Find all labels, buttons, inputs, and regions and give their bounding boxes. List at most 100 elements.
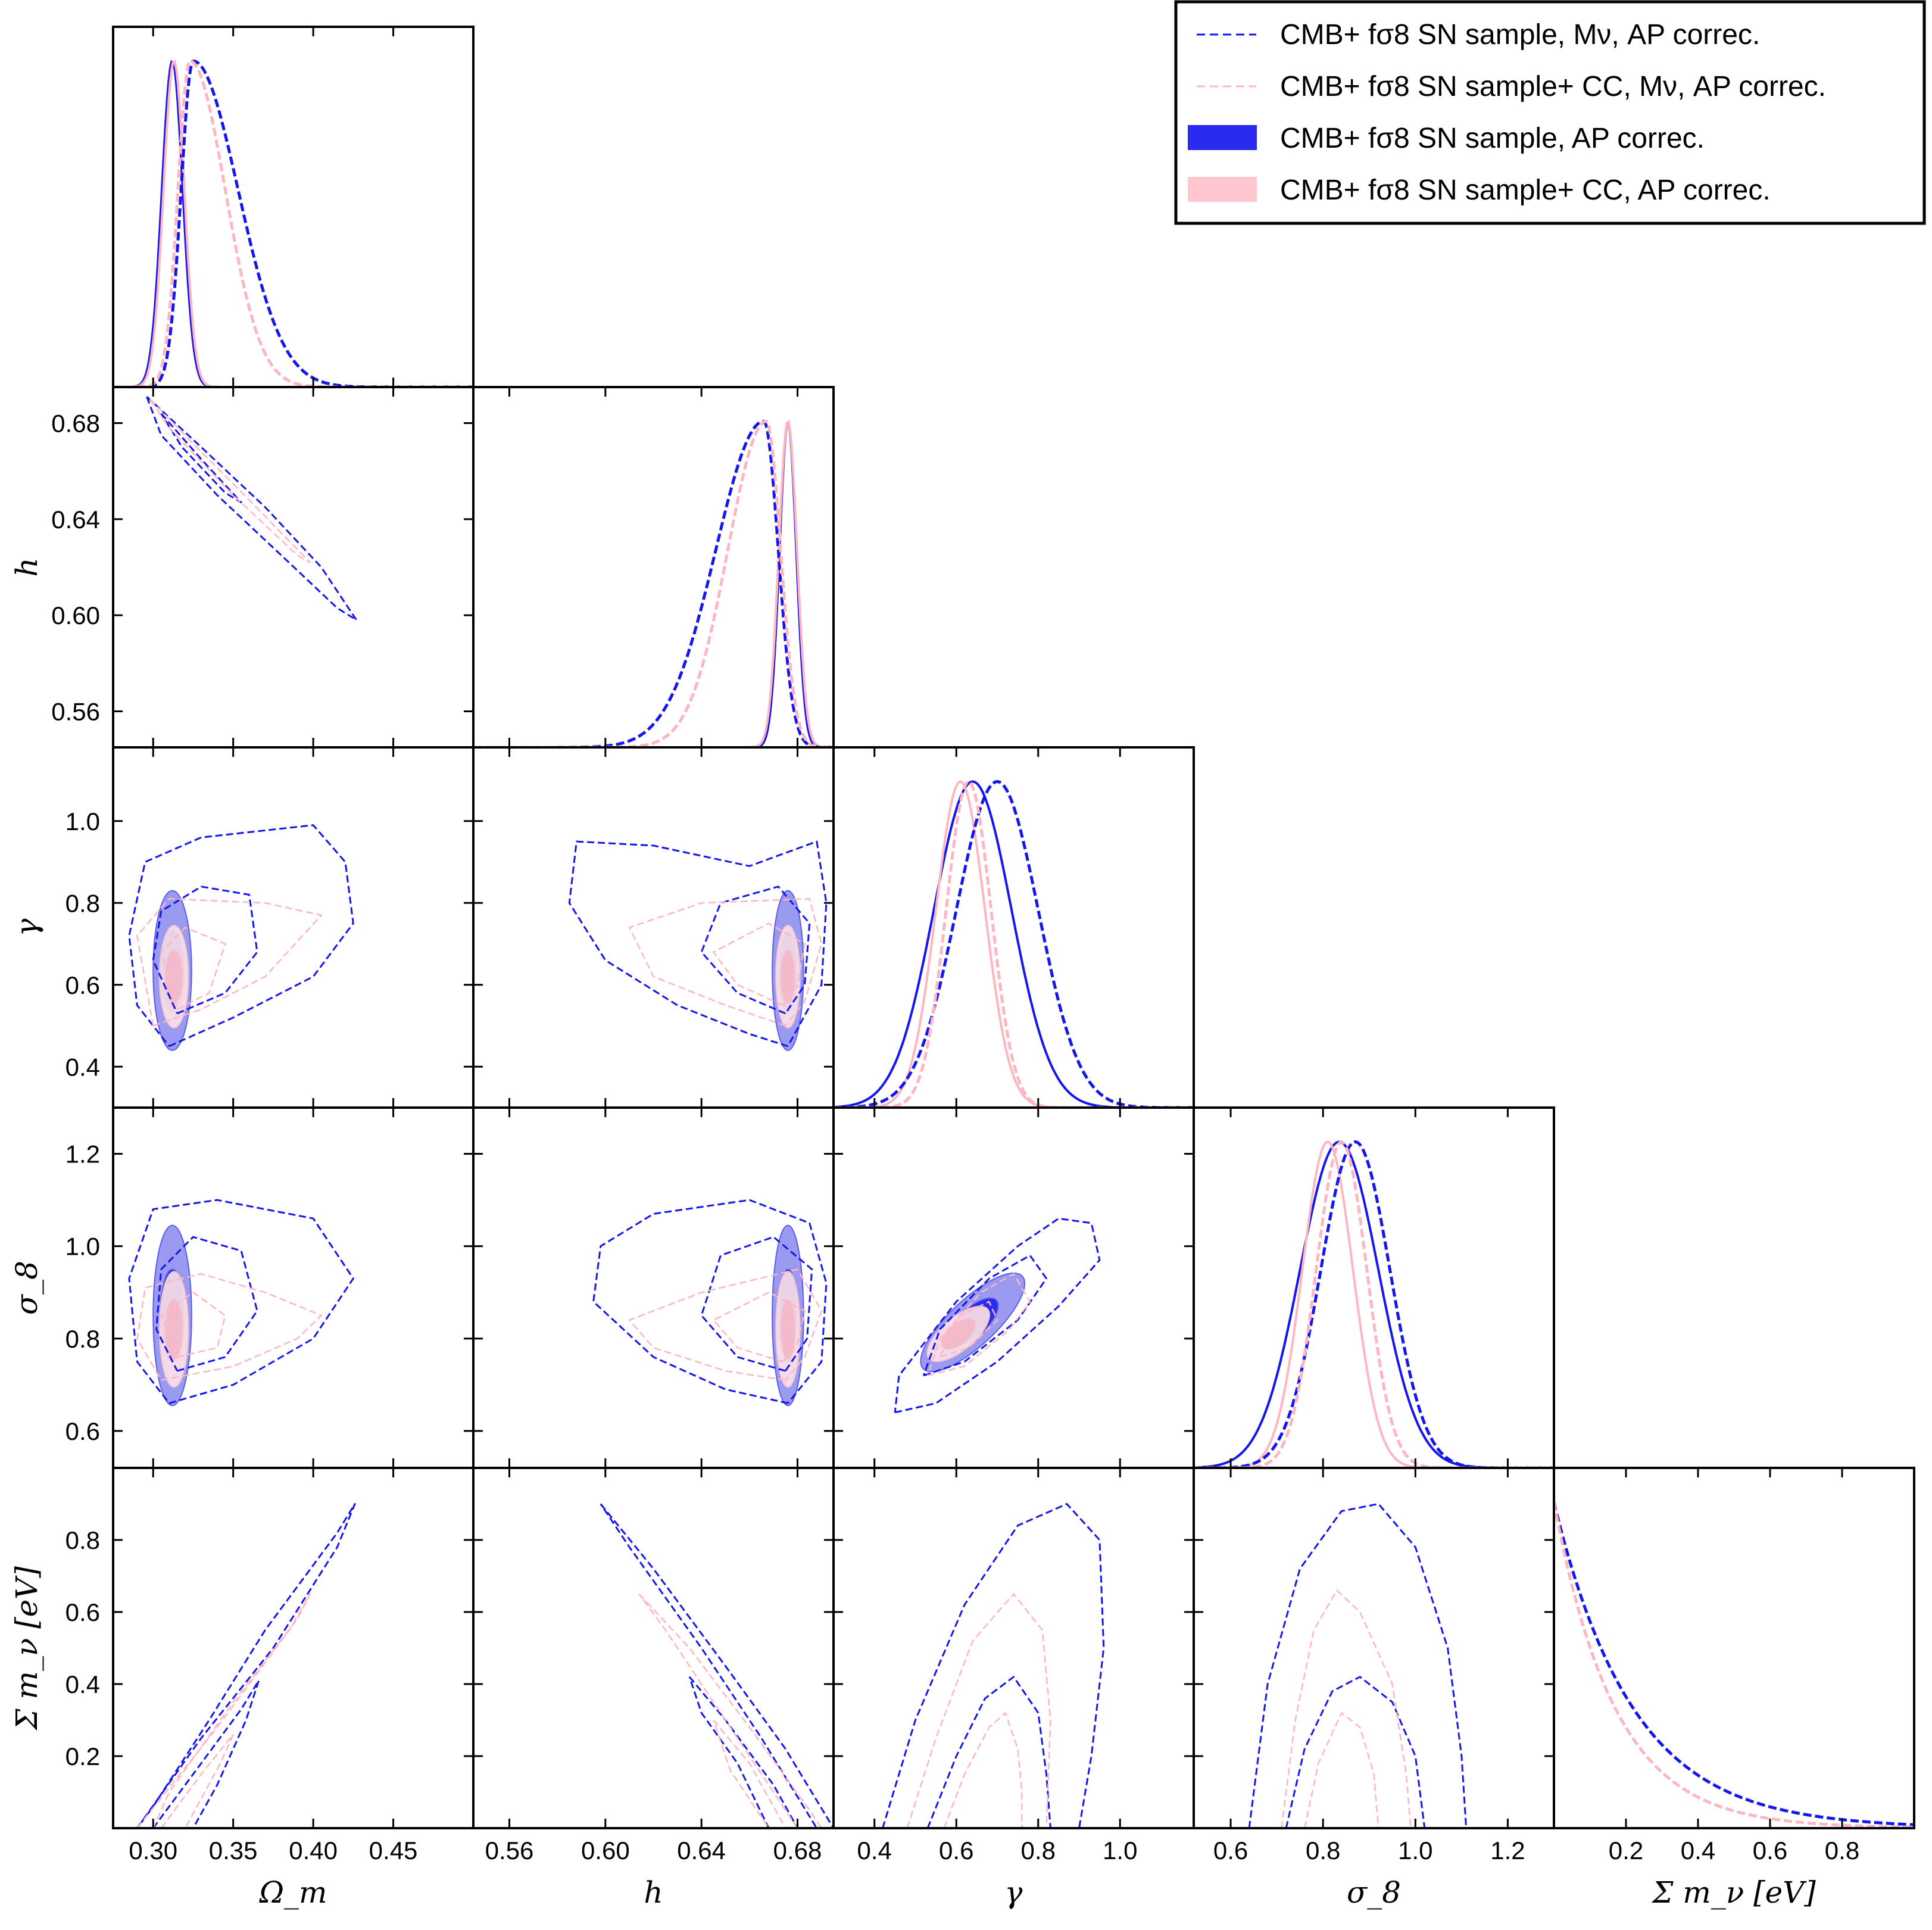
dashed-contour-18: [713, 1292, 806, 1362]
x-tick-label-Om: 0.35: [209, 1837, 258, 1864]
dashed-contour-22: [939, 1301, 998, 1358]
panel-gamma-s8: [894, 1217, 1101, 1414]
marginal-mnu-series-2: [1554, 1501, 1914, 1826]
y-tick-label-h: 0.68: [51, 410, 100, 438]
dashed-contour-14: [160, 1292, 226, 1358]
x-tick-label-h: 0.64: [677, 1837, 726, 1864]
panel-frame: [112, 1467, 475, 1829]
marginal-Om-series-1: [113, 60, 473, 387]
panel-frame: [1553, 1467, 1915, 1829]
panel-diag-s8: [1194, 1140, 1554, 1468]
y-tick-label-s8: 0.6: [65, 1417, 100, 1445]
dashed-contour-17: [628, 1268, 823, 1381]
x-axis-label-Om: Ω_m: [259, 1875, 327, 1910]
panel-diag-Om: [113, 59, 473, 387]
dashed-contour-26: [160, 1733, 234, 1828]
panel-h-gamma: [568, 840, 828, 1051]
panel-diag-h: [473, 419, 834, 747]
y-tick-label-mnu: 0.6: [65, 1598, 100, 1626]
dashed-contour-20: [922, 1254, 1047, 1377]
dashed-contour-32: [926, 1676, 1051, 1828]
y-tick-label-gamma: 1.0: [65, 807, 100, 835]
x-tick-label-h: 0.60: [581, 1837, 630, 1864]
y-axis-label-h: h: [10, 557, 44, 576]
dashed-contour-36: [1285, 1676, 1426, 1828]
x-tick-label-mnu: 0.4: [1681, 1837, 1715, 1864]
panel-Om-gamma: [128, 824, 354, 1051]
x-axis-label-gamma: γ: [1005, 1875, 1023, 1910]
marginal-Om-series-2: [113, 60, 473, 387]
dashed-contour-2: [149, 398, 311, 563]
y-tick-label-h: 0.56: [51, 698, 100, 726]
dashed-contour-9: [628, 898, 823, 1027]
marginal-gamma-series-3: [834, 780, 1194, 1108]
x-tick-label-s8: 0.6: [1213, 1837, 1248, 1864]
x-tick-label-h: 0.56: [485, 1837, 534, 1864]
dashed-contour-30: [713, 1719, 786, 1828]
dashed-contour-15: [592, 1199, 828, 1404]
dashed-contour-23: [136, 1503, 356, 1828]
y-tick-label-gamma: 0.6: [65, 971, 100, 999]
legend-label-4: CMB+ fσ8 SN sample+ CC, AP correc.: [1280, 174, 1771, 206]
panel-Om-h: [146, 395, 358, 621]
y-tick-label-gamma: 0.4: [65, 1053, 100, 1081]
panel-Om-s8: [128, 1199, 354, 1407]
dashed-contour-10: [713, 922, 806, 1006]
marginal-h-series-1: [473, 420, 834, 747]
x-axis-label-s8: σ_8: [1347, 1875, 1401, 1910]
x-tick-label-mnu: 0.2: [1609, 1837, 1643, 1864]
dashed-contour-33: [906, 1593, 1051, 1828]
y-tick-label-s8: 1.0: [65, 1233, 100, 1261]
dashed-contour-0: [146, 395, 358, 621]
legend-box: [1174, 0, 1926, 225]
dashed-contour-5: [136, 898, 322, 1027]
x-tick-label-mnu: 0.6: [1753, 1837, 1787, 1864]
dashed-contour-31: [882, 1503, 1105, 1828]
x-tick-label-gamma: 0.4: [857, 1837, 892, 1864]
dashed-contour-28: [688, 1676, 798, 1828]
contour-68-series-1: [164, 949, 183, 1004]
dashed-contour-38: [1303, 1712, 1379, 1828]
dashed-contour-27: [600, 1503, 834, 1828]
dashed-contour-12: [155, 1236, 258, 1372]
legend-label-1: CMB+ fσ8 SN sample, Mν, AP correc.: [1280, 19, 1760, 51]
dashed-contour-3: [128, 824, 354, 1047]
x-tick-label-gamma: 0.8: [1021, 1837, 1056, 1864]
dashed-contour-37: [1281, 1589, 1412, 1828]
contour-68-series-1: [780, 1298, 796, 1360]
contour-68-series-1: [164, 1298, 183, 1360]
y-axis-label-s8: σ_8: [10, 1261, 44, 1315]
dashed-contour-13: [136, 1273, 322, 1381]
dashed-contour-1: [160, 413, 242, 504]
y-axis-label-mnu: Σ m_ν [eV]: [10, 1566, 44, 1731]
dashed-contour-25: [136, 1593, 311, 1828]
x-tick-label-mnu: 0.8: [1825, 1837, 1859, 1864]
x-tick-label-Om: 0.40: [289, 1837, 338, 1864]
panel-diag-mnu: [1554, 1501, 1914, 1828]
x-tick-label-s8: 1.0: [1398, 1837, 1432, 1864]
panel-frame: [832, 746, 1195, 1109]
dashed-contour-24: [152, 1679, 260, 1828]
panel-frame: [112, 26, 475, 388]
marginal-h-series-0: [473, 420, 834, 747]
panel-frame: [832, 1467, 1195, 1829]
panel-frame: [1193, 1106, 1555, 1469]
dashed-contour-11: [128, 1199, 354, 1404]
x-axis-label-mnu: Σ m_ν [eV]: [1651, 1875, 1816, 1910]
y-tick-label-mnu: 0.2: [65, 1742, 100, 1770]
x-axis-label-h: h: [644, 1875, 663, 1910]
x-tick-label-Om: 0.30: [129, 1837, 177, 1864]
x-tick-label-s8: 1.2: [1490, 1837, 1525, 1864]
y-tick-label-mnu: 0.4: [65, 1670, 100, 1698]
marginal-Om-series-3: [113, 59, 473, 387]
contour-68-series-1: [940, 1318, 976, 1350]
dashed-contour-21: [926, 1273, 1031, 1377]
marginal-gamma-series-1: [834, 780, 1194, 1108]
dashed-contour-4: [152, 886, 258, 1015]
dashed-contour-7: [568, 840, 828, 1047]
y-tick-label-gamma: 0.8: [65, 889, 100, 917]
legend-swatch-pink-filled: [1188, 177, 1257, 202]
dashed-contour-19: [894, 1217, 1101, 1414]
legend-swatch-blue-filled: [1188, 125, 1257, 150]
